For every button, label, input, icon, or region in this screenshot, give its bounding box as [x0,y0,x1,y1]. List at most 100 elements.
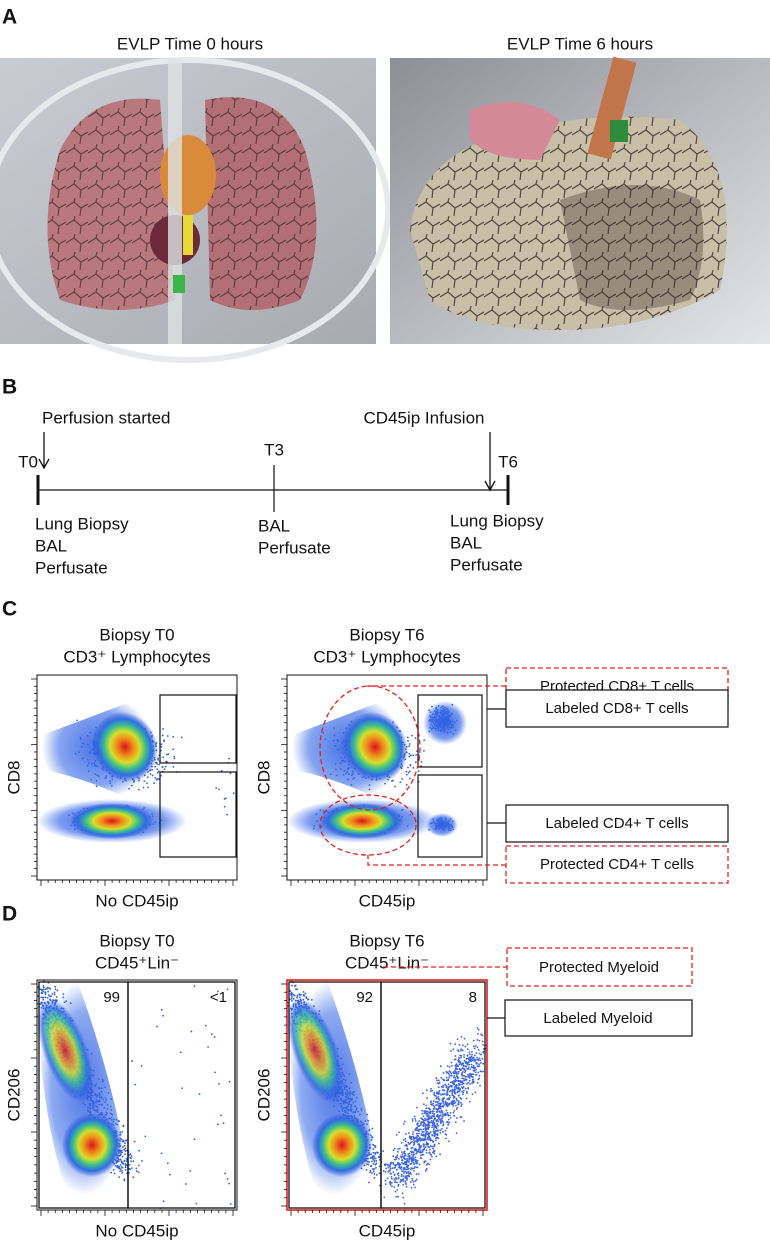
event-dot [405,1183,407,1185]
event-dot [223,1122,225,1124]
event-dot [382,1150,384,1152]
event-dot [435,1077,437,1079]
event-dot [413,1181,415,1183]
event-dot [130,1160,132,1162]
event-dot [431,1134,433,1136]
event-dot [408,753,410,755]
event-dot [414,1116,416,1118]
event-dot [173,756,175,758]
event-dot [138,1164,140,1166]
event-dot [443,1104,445,1106]
axis-label: CD8 [4,760,23,794]
event-dot [407,767,409,769]
event-dot [404,1158,406,1160]
event-dot [437,1130,439,1132]
plot-title: Biopsy T0 [99,625,174,644]
panel-label: C [2,598,17,621]
event-dot [388,1167,390,1169]
event-dot [172,749,174,751]
event-dot [404,1180,406,1182]
sample-label: Lung Biopsy [450,511,544,530]
event-dot [457,1103,459,1105]
event-dot [471,1054,473,1056]
event-dot [397,1151,399,1153]
plot-title: Biopsy T6 [349,625,424,644]
event-dot [433,1092,435,1094]
event-dot [181,1087,183,1089]
event-dot [412,754,414,756]
event-dot [408,1161,410,1163]
event-dot [478,1049,480,1051]
event-dot [237,778,239,780]
event-dot [211,1033,213,1035]
event-dot [412,1118,414,1120]
event-dot [423,739,425,741]
event-dot [455,1077,457,1079]
event-dot [281,998,283,1000]
event-dot [129,1157,131,1159]
event-dot [464,1038,466,1040]
sample-label: Perfusate [450,555,523,574]
gate-value: <1 [210,989,227,1006]
event-dot [389,1166,391,1168]
event-dot [433,1105,435,1107]
event-dot [471,1064,473,1066]
event-dot [173,758,175,760]
event-dot [429,1159,431,1161]
density-core [62,1113,122,1177]
event-dot [463,1054,465,1056]
event-dot [132,1176,134,1178]
event-dot [180,1051,182,1053]
event-dot [442,1131,444,1133]
event-dot [224,1173,226,1175]
event-dot [376,1151,378,1153]
event-dot [433,1153,435,1155]
event-dot [478,1029,480,1031]
event-dot [410,755,412,757]
event-dot [459,1089,461,1091]
event-dot [220,1114,222,1116]
event-dot [218,1083,220,1085]
event-dot [447,1112,449,1114]
event-dot [490,1055,492,1057]
event-dot [418,770,420,772]
event-dot [413,1163,415,1165]
event-dot [454,1088,456,1090]
event-dot [402,1197,404,1199]
event-dot [134,1141,136,1143]
event-dot [167,1162,169,1164]
event-dot [374,1146,376,1148]
event-dot [450,1081,452,1083]
event-dot [409,771,411,773]
event-dot [431,1090,433,1092]
event-dot [444,1115,446,1117]
event-label: CD45ip Infusion [364,408,485,427]
axis-label: No CD45ip [95,1221,178,1240]
event-dot [401,778,403,780]
event-dot [476,1052,478,1054]
event-dot [490,1051,492,1053]
event-dot [129,1154,131,1156]
event-dot [418,1133,420,1135]
event-dot [410,1169,412,1171]
event-dot [167,753,169,755]
event-dot [152,775,154,777]
event-dot [482,1041,484,1043]
event-dot [482,1071,484,1073]
event-dot [482,1063,484,1065]
event-label: Perfusion started [42,408,171,427]
time-label: T6 [498,452,518,471]
event-dot [408,1172,410,1174]
tube [168,58,182,344]
event-dot [407,740,409,742]
event-dot [131,1060,133,1062]
event-dot [398,1177,400,1179]
event-dot [122,1125,124,1127]
event-dot [413,767,415,769]
event-dot [156,1026,158,1028]
event-dot [421,1131,423,1133]
event-dot [440,1065,442,1067]
event-dot [419,1150,421,1152]
event-dot [420,1145,422,1147]
